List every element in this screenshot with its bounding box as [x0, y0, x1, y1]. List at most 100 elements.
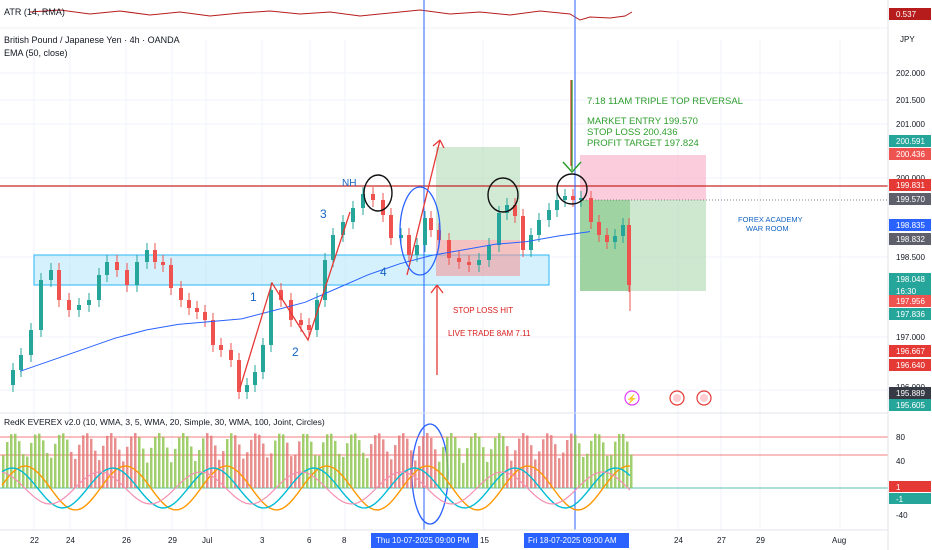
price-tag-bg [889, 233, 931, 245]
stop-loss-hit: STOP LOSS HIT [453, 306, 513, 315]
indicator-bar [54, 443, 57, 488]
indicator-bar [30, 442, 33, 488]
candle [67, 300, 71, 310]
indicator-bar [490, 449, 493, 488]
indicator-bar [566, 440, 569, 488]
event-icons[interactable]: ⚡ [624, 390, 712, 406]
candle [497, 213, 501, 245]
price-tick: 202.000 [896, 69, 925, 78]
live-trade: LIVE TRADE 8AM 7.11 [448, 329, 531, 338]
price-tag-bg [889, 193, 931, 205]
candle [331, 235, 335, 260]
indicator-bar [318, 455, 321, 488]
candle [253, 372, 257, 385]
stop-loss-zone [580, 155, 706, 200]
candle [351, 208, 355, 222]
atr-value-tag: 0.537 [896, 10, 917, 19]
indicator-bar [418, 446, 421, 488]
time-tick: 29 [756, 536, 765, 545]
indicator-bar [542, 439, 545, 488]
time-tick: 8 [342, 536, 347, 545]
indicator-bar [78, 444, 81, 488]
candle [415, 245, 419, 255]
indicator-bar [478, 436, 481, 488]
indicator-bar [126, 446, 129, 488]
indicator-bar [486, 461, 489, 488]
price-tag: 197.956 [896, 297, 925, 306]
candle [187, 300, 191, 308]
indicator-bar [574, 434, 577, 488]
indicator-bar [494, 437, 497, 488]
indicator-bar [526, 435, 529, 488]
indicator-bar [166, 447, 169, 488]
indicator-bar [158, 433, 161, 488]
indicator-bar [294, 454, 297, 488]
atr-line [29, 9, 633, 21]
candle [87, 300, 91, 305]
time-tick: 27 [717, 536, 726, 545]
indicator-bar [42, 440, 45, 488]
indicator-bar [558, 458, 561, 488]
indicator-bar [186, 436, 189, 488]
indicator-bar [222, 451, 225, 488]
indicator-bar [606, 455, 609, 488]
indicator-bar [210, 435, 213, 488]
candle [537, 220, 541, 235]
indicator-bar [550, 435, 553, 488]
wave-2-label: 2 [292, 345, 299, 359]
indicator-bar [338, 453, 341, 488]
candle [169, 265, 173, 288]
price-tag: 197.836 [896, 310, 925, 319]
indicator-bar [366, 458, 369, 488]
indicator-bar [458, 448, 461, 488]
indicator-bar [358, 440, 361, 488]
atr-label: ATR (14, RMA) [4, 7, 65, 17]
price-tag-bg [889, 359, 931, 371]
indicator-bar [482, 447, 485, 488]
candle [11, 370, 15, 385]
setup-title: 7.18 11AM TRIPLE TOP REVERSAL [587, 96, 743, 107]
war-room: WAR ROOM [746, 224, 789, 233]
candle [153, 250, 157, 262]
candle [39, 280, 43, 330]
indicator-bar [194, 460, 197, 488]
indicator-bar [62, 433, 65, 488]
indicator-bar [254, 433, 257, 488]
candle [579, 198, 583, 200]
candle [269, 290, 273, 345]
indicator-bar [370, 444, 373, 488]
candle [229, 350, 233, 360]
candle [381, 200, 385, 215]
indicator-bar [534, 459, 537, 488]
indicator-bar [446, 436, 449, 488]
price-tag: 198.832 [896, 235, 925, 244]
indicator-tick: -40 [896, 511, 908, 520]
indicator-bar [622, 433, 625, 488]
indicator-bar [290, 456, 293, 488]
price-tag: 195.889 [896, 389, 925, 398]
indicator-bar [154, 437, 157, 488]
indicator-bar [610, 454, 613, 488]
indicator-bar [342, 456, 345, 488]
time-tick: 29 [168, 536, 177, 545]
indicator-bar [334, 440, 337, 488]
candle [105, 262, 109, 275]
candle [341, 222, 345, 235]
time-tick: 26 [122, 536, 131, 545]
entry-arrow [562, 161, 582, 174]
indicator-tick: 40 [896, 457, 905, 466]
candle [361, 194, 365, 208]
candle [57, 270, 61, 300]
indicator-bar [362, 452, 365, 488]
price-tag-bg [889, 345, 931, 357]
symbol-title: British Pound / Japanese Yen · 4h · OAND… [4, 35, 180, 45]
time-tick: 6 [307, 536, 312, 545]
price-tag-bg [889, 273, 931, 285]
indicator-bar [282, 434, 285, 488]
time-tick: 24 [674, 536, 683, 545]
wave-4-label: 4 [380, 265, 387, 279]
candle [457, 258, 461, 262]
indicator-bar [602, 442, 605, 488]
indicator-bar [142, 448, 145, 488]
